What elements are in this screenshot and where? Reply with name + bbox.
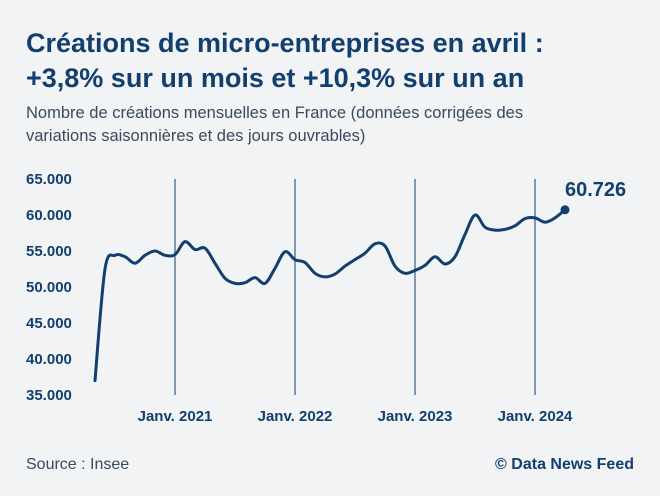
y-tick-label: 40.000 — [26, 351, 72, 368]
source-note: Source : Insee — [26, 456, 130, 473]
x-axis-ticks: Janv. 2021 Janv. 2022 Janv. 2023 Janv. 2024 — [138, 408, 573, 425]
y-tick-label: 60.000 — [26, 207, 72, 224]
y-axis-ticks: 35.000 40.000 45.000 50.000 55.000 60.000 65.0… — [26, 171, 72, 404]
credit-note: © Data News Feed — [495, 456, 634, 473]
last-data-point — [560, 205, 570, 215]
y-tick-label: 45.000 — [26, 315, 72, 332]
last-value-label: 60.726 — [565, 179, 626, 201]
x-tick-label: Janv. 2024 — [498, 408, 573, 425]
x-tick-label: Janv. 2021 — [138, 408, 213, 425]
y-tick-label: 35.000 — [26, 387, 72, 404]
chart-subtitle: Nombre de créations mensuelles en France… — [26, 102, 646, 148]
subtitle-line-2: variations saisonnières et des jours ouv… — [26, 127, 366, 145]
line-chart: 35.000 40.000 45.000 50.000 55.000 60.000 65.0… — [26, 171, 626, 425]
chart-title: Créations de micro-entreprises en avril … — [26, 26, 646, 96]
y-tick-label: 65.000 — [26, 171, 72, 188]
y-tick-label: 50.000 — [26, 279, 72, 296]
x-tick-label: Janv. 2023 — [378, 408, 453, 425]
x-gridlines — [174, 179, 536, 395]
data-points — [560, 205, 570, 215]
title-line-1: Créations de micro-entreprises en avril … — [26, 28, 544, 58]
y-tick-label: 55.000 — [26, 243, 72, 260]
x-tick-label: Janv. 2022 — [258, 408, 333, 425]
title-line-2: +3,8% sur un mois et +10,3% sur un an — [26, 63, 525, 93]
series-line — [93, 208, 567, 383]
subtitle-line-1: Nombre de créations mensuelles en France… — [26, 104, 524, 122]
